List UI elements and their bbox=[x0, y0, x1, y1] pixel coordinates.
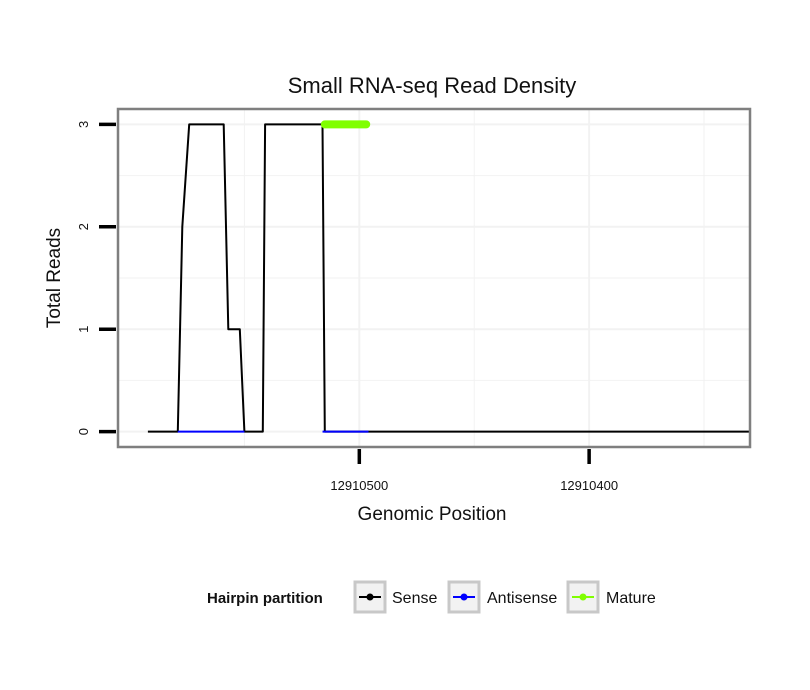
y-axis: 0 1 2 3 bbox=[76, 121, 116, 435]
y-axis-title: Total Reads bbox=[44, 228, 65, 328]
series-layer bbox=[147, 120, 750, 433]
grid-layer bbox=[118, 109, 750, 447]
legend-label-mature: Mature bbox=[606, 590, 656, 607]
y-tick-label: 0 bbox=[76, 428, 91, 435]
x-tick-label: 12910400 bbox=[560, 478, 618, 493]
y-tick-label: 3 bbox=[76, 121, 91, 128]
legend-label-antisense: Antisense bbox=[487, 590, 557, 607]
x-tick-label: 12910500 bbox=[330, 478, 388, 493]
legend-title: Hairpin partition bbox=[207, 590, 323, 607]
legend-point-mature bbox=[579, 593, 587, 601]
x-axis-title: Genomic Position bbox=[358, 504, 507, 525]
legend-point-antisense bbox=[460, 593, 468, 601]
legend-label-sense: Sense bbox=[392, 590, 437, 607]
chart-title: Small RNA-seq Read Density bbox=[288, 73, 577, 98]
x-axis: 12910500 12910400 bbox=[330, 449, 618, 493]
legend: Hairpin partition Sense Antisense Mature bbox=[207, 580, 656, 614]
y-tick-label: 2 bbox=[76, 223, 91, 230]
plot-panel-border bbox=[116, 107, 752, 449]
y-tick-label: 1 bbox=[76, 326, 91, 333]
legend-point-sense bbox=[366, 593, 374, 601]
